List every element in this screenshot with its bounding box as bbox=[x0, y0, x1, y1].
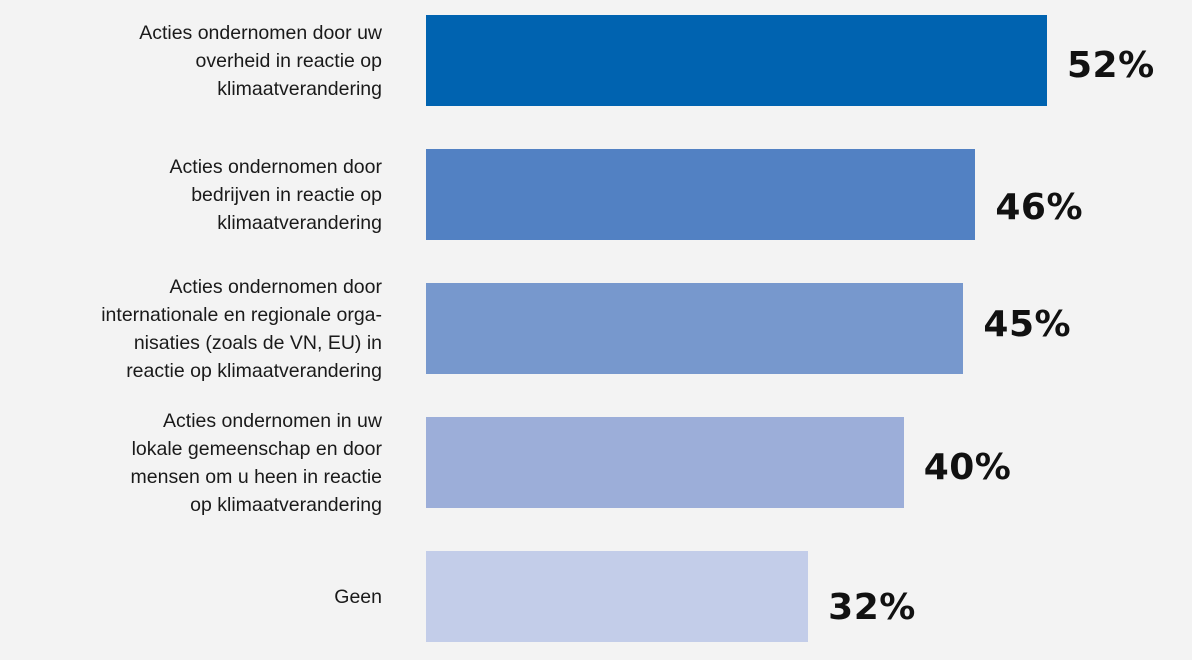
category-label: Acties ondernomen door internationale en… bbox=[101, 275, 382, 382]
value-label: 45% bbox=[983, 304, 1072, 345]
bar bbox=[426, 417, 904, 508]
category-label: Geen bbox=[334, 585, 382, 608]
category-label: Acties ondernomen door bedrijven in reac… bbox=[169, 155, 382, 234]
bar bbox=[426, 283, 964, 374]
bar bbox=[426, 15, 1047, 106]
category-label: Acties ondernomen door uw overheid in re… bbox=[139, 21, 382, 100]
value-label: 46% bbox=[995, 187, 1084, 228]
bar bbox=[426, 149, 976, 240]
value-label: 40% bbox=[923, 447, 1012, 488]
bar bbox=[426, 551, 809, 642]
bar-chart: Acties ondernomen door uw overheid in re… bbox=[101, 15, 1155, 642]
value-label: 52% bbox=[1067, 45, 1155, 86]
value-label: 32% bbox=[828, 587, 916, 628]
category-label: Acties ondernomen in uw lokale gemeensch… bbox=[130, 409, 382, 516]
